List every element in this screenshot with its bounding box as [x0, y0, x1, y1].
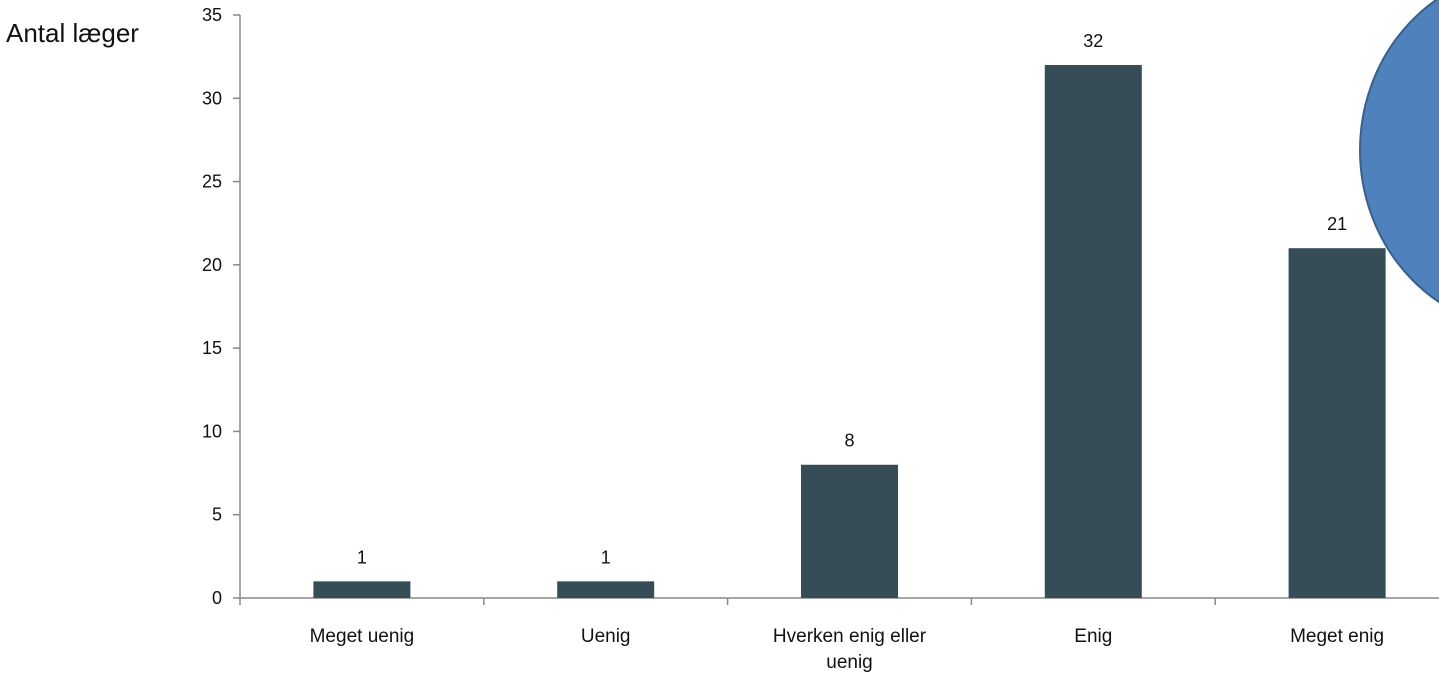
bar-5 [1288, 248, 1386, 598]
category-label-5: Meget enig [1290, 626, 1384, 647]
category-label-2: Uenig [581, 626, 631, 647]
y-tick-label: 25 [202, 172, 222, 192]
bars [313, 64, 1386, 598]
y-axis: 0 5 10 15 20 25 30 35 [202, 5, 241, 608]
category-label-1: Meget uenig [310, 626, 415, 647]
bar-1 [313, 581, 411, 598]
x-axis [239, 597, 1439, 605]
bar-4 [1044, 64, 1142, 598]
data-label-1: 1 [357, 547, 367, 567]
bar-3 [801, 464, 898, 598]
category-labels: Meget uenig Uenig Hverken enig eller uenig E… [310, 626, 1384, 673]
decorative-circle-shape [1359, 0, 1439, 304]
y-tick-label: 35 [202, 5, 222, 25]
data-label-4: 32 [1083, 31, 1103, 51]
data-labels: 1 1 8 32 21 [357, 31, 1347, 567]
category-label-3: Hverken enig eller uenig [773, 626, 927, 673]
data-label-3: 8 [844, 431, 854, 451]
y-tick-label: 5 [212, 505, 222, 525]
y-tick-label: 10 [202, 421, 222, 441]
y-tick-label: 20 [202, 255, 222, 275]
y-tick-label: 0 [212, 588, 222, 608]
data-label-5: 21 [1327, 214, 1347, 234]
y-axis-label: Antal læger [6, 18, 139, 48]
y-tick-label: 30 [202, 88, 222, 108]
y-tick-label: 15 [202, 338, 222, 358]
data-label-2: 1 [601, 547, 611, 567]
bar-2 [557, 581, 655, 598]
category-label-4: Enig [1074, 626, 1112, 647]
